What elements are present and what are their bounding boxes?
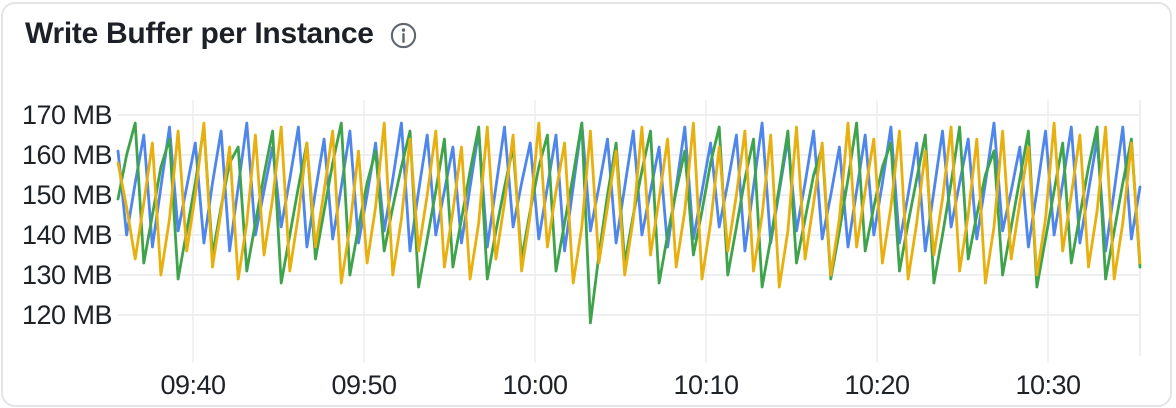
x-axis-tick-label: 10:20 — [844, 370, 909, 400]
x-axis-tick-label: 10:30 — [1015, 370, 1080, 400]
x-axis-tick-label: 09:50 — [331, 370, 396, 400]
y-axis-tick-label: 160 MB — [22, 140, 112, 170]
y-axis-tick-label: 120 MB — [22, 300, 112, 330]
x-axis-tick-label: 10:00 — [502, 370, 567, 400]
series-yellow-line — [116, 121, 1142, 289]
y-axis-tick-label: 130 MB — [22, 260, 112, 290]
y-axis-tick-label: 170 MB — [22, 100, 112, 130]
page-title: Write Buffer per Instance — [25, 17, 374, 50]
series-blue-line — [116, 121, 1142, 253]
y-axis-tick-label: 150 MB — [22, 180, 112, 210]
y-axis-tick-label: 140 MB — [22, 220, 112, 250]
x-axis-tick-label: 09:40 — [160, 370, 225, 400]
info-icon[interactable] — [390, 22, 417, 49]
x-axis-tick-label: 10:10 — [673, 370, 738, 400]
card-header: Write Buffer per Instance — [25, 17, 417, 51]
